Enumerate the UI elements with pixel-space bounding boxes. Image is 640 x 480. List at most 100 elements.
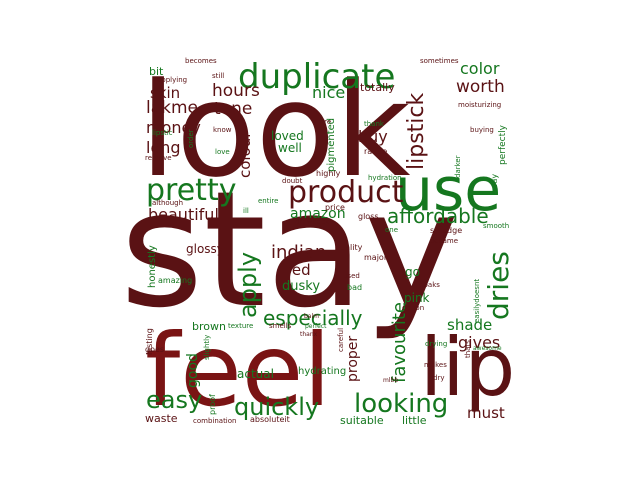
word-gives: gives	[458, 333, 500, 352]
word-goes: goes	[145, 345, 164, 354]
word-one: one	[385, 226, 398, 234]
word-good: good	[185, 353, 201, 388]
word-perfectly: perfectly	[498, 124, 508, 165]
word-use: use	[395, 155, 501, 225]
word-highly: highly	[316, 169, 341, 178]
word-smells: smells	[269, 322, 292, 330]
word-careful: careful	[337, 328, 345, 352]
word-amazing: amazing	[158, 276, 192, 285]
word-favourite: favourite	[389, 302, 410, 383]
word-color: color	[460, 59, 500, 78]
word-ill: ill	[243, 207, 249, 215]
word-remove: remove	[145, 154, 172, 162]
word-nice: nice	[312, 83, 345, 102]
word-easy: easy	[146, 386, 202, 414]
word-slightly: slightly	[203, 335, 211, 360]
word-worth: worth	[456, 77, 505, 97]
word-gloss: gloss	[358, 212, 379, 221]
word-absoluteit: absoluteit	[250, 415, 290, 424]
word-shade: shade	[447, 316, 492, 334]
word-look: look	[140, 54, 410, 206]
word-major: major	[364, 253, 388, 262]
word-became: became	[430, 237, 458, 245]
word-thanx: thanx	[300, 331, 318, 338]
word-go: go	[405, 265, 420, 279]
word-red: red	[286, 261, 311, 279]
word-must: must	[467, 404, 505, 422]
word-hours: hours	[212, 81, 260, 101]
word-darker: darker	[454, 155, 462, 178]
word-dries: dries	[482, 251, 515, 320]
word-lakme: lakme	[146, 98, 198, 118]
word-long: long	[146, 138, 181, 157]
word-dry: dry	[433, 374, 444, 382]
word-product: product	[288, 175, 404, 210]
word-well: well	[278, 141, 302, 155]
word-makes: makes	[424, 361, 447, 369]
word-feel: feel	[145, 312, 331, 429]
word-stay: stay	[120, 156, 459, 343]
word-combination: combination	[193, 417, 236, 425]
word-pretty: pretty	[146, 173, 236, 208]
word-pink: pink	[404, 291, 430, 305]
word-option: option	[402, 304, 424, 312]
word-glossy: glossy	[186, 242, 224, 256]
word-away: away	[490, 174, 499, 195]
word-pigmented: pigmented	[326, 118, 337, 172]
word-lipstic: lipstic	[152, 129, 173, 137]
word-rare: rare	[317, 118, 331, 126]
word-hydrating: hydrating	[298, 366, 346, 377]
word-money: money	[146, 118, 201, 137]
word-perfect: perfect	[305, 323, 327, 330]
word-looking: looking	[354, 389, 448, 419]
word-order: order	[187, 129, 195, 148]
word-duplicate: duplicate	[238, 57, 395, 97]
word-easilydoesnt: easilydoesnt	[473, 279, 481, 323]
word-awesome: awesome	[473, 345, 502, 352]
word-used: used	[343, 272, 360, 280]
word-lipstick: lipstick	[404, 93, 429, 170]
word-little: little	[402, 414, 427, 427]
word-buy: buy	[358, 127, 388, 146]
word-smudge: smudge	[430, 226, 462, 235]
word-lasting: lasting	[145, 328, 154, 355]
word-entire: entire	[258, 197, 278, 205]
word-although: although	[152, 199, 183, 207]
word-bit: bit	[149, 65, 164, 78]
word-colour: colour	[236, 131, 254, 178]
word-thank: thank	[364, 120, 385, 128]
word-bad: bad	[347, 283, 362, 292]
word-still: still	[212, 72, 224, 80]
word-amazon: amazon	[290, 206, 346, 222]
word-honestly: honestly	[147, 245, 158, 288]
word-know: know	[213, 126, 232, 134]
word-texture: texture	[228, 322, 253, 330]
word-especially: especially	[263, 306, 363, 330]
word-loved: loved	[271, 129, 304, 143]
word-becomes: becomes	[185, 57, 217, 65]
word-smooth: smooth	[483, 222, 509, 230]
word-brown: brown	[192, 320, 226, 333]
word-soaks: soaks	[420, 281, 440, 289]
word-balm: balm	[304, 313, 319, 320]
word-drawback: drawback	[295, 218, 330, 226]
word-actual: actual	[237, 367, 274, 381]
word-dusky: dusky	[282, 279, 320, 294]
word-sometimes: sometimes	[420, 57, 459, 65]
word-mlbb: mlbb	[383, 377, 398, 384]
word-indian: indian	[271, 242, 326, 263]
word-thats: thats	[464, 340, 472, 358]
word-love: love	[215, 148, 230, 156]
word-affordable: affordable	[387, 204, 489, 228]
word-quality: quality	[335, 243, 363, 252]
word-tone: tone	[214, 99, 252, 119]
word-doubt: doubt	[282, 177, 303, 185]
word-price: price	[325, 203, 345, 212]
word-quickly: quickly	[234, 393, 319, 421]
word-hydration: hydration	[368, 174, 402, 182]
word-lip: lip	[420, 321, 515, 414]
word-moisturizing: moisturizing	[458, 101, 501, 109]
word-apply: apply	[234, 252, 262, 318]
word-proof: proof	[208, 394, 217, 415]
word-buying: buying	[470, 126, 494, 134]
